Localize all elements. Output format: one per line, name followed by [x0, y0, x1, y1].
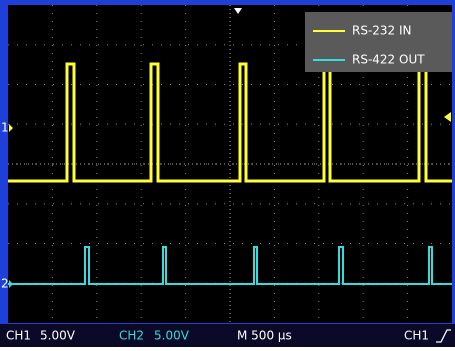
channel-marker: 2 — [1, 277, 9, 291]
timebase: M 500 µs — [237, 329, 292, 343]
ch1-label: CH1 — [6, 329, 31, 343]
legend-entry: RS-232 IN — [352, 24, 412, 38]
channel-marker: 1 — [1, 121, 9, 135]
ch2-scale: 5.00V — [154, 329, 190, 343]
ch1-scale: 5.00V — [40, 329, 76, 343]
trigger-source: CH1 — [404, 329, 429, 343]
oscilloscope-screen: RS-232 IN RS-422 OUT 1 2 CH1 5.00V CH2 5… — [0, 0, 455, 347]
legend-entry: RS-422 OUT — [352, 53, 425, 67]
ch2-label: CH2 — [119, 329, 144, 343]
